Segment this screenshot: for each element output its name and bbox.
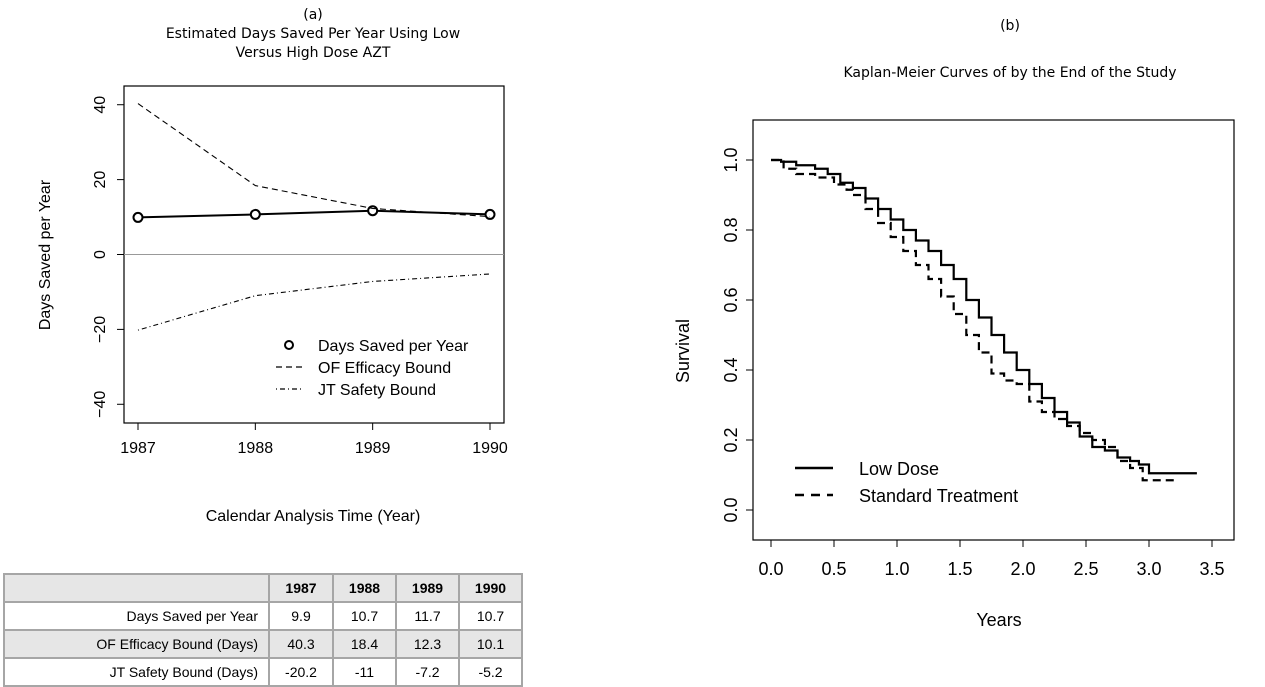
- table-header-1989: 1989: [395, 573, 460, 603]
- table-header-blank: [3, 573, 270, 603]
- days-saved-chart: (a) Estimated Days Saved Per Year Using …: [37, 7, 508, 525]
- legend-a-item-0: Days Saved per Year: [318, 338, 469, 355]
- chart-a-title-line2: Versus High Dose AZT: [236, 45, 391, 61]
- table-row-label: Days Saved per Year: [3, 601, 270, 631]
- x-tick-label: 1989: [355, 440, 391, 457]
- table-cell: 18.4: [332, 629, 397, 659]
- legend-b-item-0: Low Dose: [859, 459, 939, 479]
- y-tick-label: 20: [92, 171, 109, 189]
- y-tick-label: 0.8: [721, 217, 741, 242]
- table-cell: 9.9: [268, 601, 334, 631]
- x-tick-label: 0.5: [821, 559, 846, 579]
- table-cell: -11: [332, 657, 397, 687]
- y-tick-label: 40: [92, 96, 109, 114]
- y-tick-label: 1.0: [721, 147, 741, 172]
- table-cell: 10.7: [332, 601, 397, 631]
- table-cell: 40.3: [268, 629, 334, 659]
- table-row-label: JT Safety Bound (Days): [3, 657, 270, 687]
- chart-a-ylabel: Days Saved per Year: [37, 179, 54, 330]
- series-line: [137, 103, 491, 218]
- table-cell: 12.3: [395, 629, 460, 659]
- table-cell: 10.1: [458, 629, 523, 659]
- plot-b-frame: [752, 119, 1235, 541]
- table-row-label: OF Efficacy Bound (Days): [3, 629, 270, 659]
- y-tick-label: −40: [92, 391, 109, 418]
- chart-a-xlabel: Calendar Analysis Time (Year): [206, 508, 421, 525]
- table-header-1987: 1987: [268, 573, 334, 603]
- bounds-table: 1987 1988 1989 1990 Days Saved per Year …: [3, 573, 523, 687]
- table-cell: -7.2: [395, 657, 460, 687]
- y-tick-label: 0: [92, 250, 109, 259]
- series-line: [137, 273, 491, 331]
- table-cell: -20.2: [268, 657, 334, 687]
- y-tick-label: 0.6: [721, 287, 741, 312]
- table-row: JT Safety Bound (Days) -20.2 -11 -7.2 -5…: [3, 657, 523, 687]
- chart-b-title: Kaplan-Meier Curves of by the End of the…: [843, 65, 1176, 81]
- data-point: [367, 205, 379, 217]
- table-row: Days Saved per Year 9.9 10.7 11.7 10.7: [3, 601, 523, 631]
- legend-a-item-2: JT Safety Bound: [318, 382, 436, 399]
- x-tick-label: 2.0: [1010, 559, 1035, 579]
- panel-b-letter: (b): [1000, 18, 1020, 34]
- table-cell: 11.7: [395, 601, 460, 631]
- x-tick-label: 1.5: [947, 559, 972, 579]
- y-tick-label: 0.0: [721, 497, 741, 522]
- data-point: [132, 211, 144, 223]
- x-tick-label: 1988: [238, 440, 274, 457]
- chart-b-xlabel: Years: [976, 610, 1021, 630]
- y-tick-label: −20: [92, 316, 109, 343]
- data-point: [484, 208, 496, 220]
- y-tick-label: 0.2: [721, 427, 741, 452]
- table-cell: 10.7: [458, 601, 523, 631]
- x-tick-label: 1987: [120, 440, 156, 457]
- x-tick-label: 3.0: [1136, 559, 1161, 579]
- chart-b-ylabel: Survival: [673, 319, 693, 383]
- series-line: [137, 209, 491, 219]
- data-point: [249, 208, 261, 220]
- x-tick-label: 1990: [472, 440, 508, 457]
- km-step-curve: [771, 158, 1175, 482]
- km-step-curve: [771, 158, 1197, 475]
- x-tick-label: 2.5: [1073, 559, 1098, 579]
- chart-b-legend: Low Dose Standard Treatment: [795, 459, 1018, 506]
- table-row: OF Efficacy Bound (Days) 40.3 18.4 12.3 …: [3, 629, 523, 659]
- legend-b-item-1: Standard Treatment: [859, 486, 1018, 506]
- legend-circle-icon: [284, 340, 294, 350]
- chart-a-title-line1: Estimated Days Saved Per Year Using Low: [166, 26, 460, 42]
- table-header-1990: 1990: [458, 573, 523, 603]
- x-tick-label: 3.5: [1199, 559, 1224, 579]
- x-tick-label: 0.0: [758, 559, 783, 579]
- kaplan-meier-chart: (b) Kaplan-Meier Curves of by the End of…: [673, 18, 1235, 630]
- table-header-row: 1987 1988 1989 1990: [3, 573, 523, 603]
- table-header-1988: 1988: [332, 573, 397, 603]
- chart-a-legend: Days Saved per Year OF Efficacy Bound JT…: [276, 338, 469, 399]
- panel-a-letter: (a): [303, 7, 323, 23]
- x-tick-label: 1.0: [884, 559, 909, 579]
- table-cell: -5.2: [458, 657, 523, 687]
- y-tick-label: 0.4: [721, 357, 741, 382]
- legend-a-item-1: OF Efficacy Bound: [318, 360, 451, 377]
